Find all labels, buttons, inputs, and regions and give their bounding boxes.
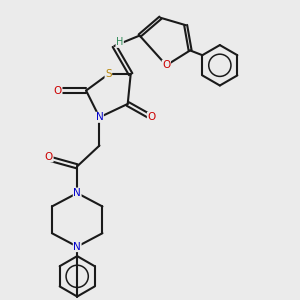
Text: S: S <box>105 69 112 79</box>
Text: O: O <box>162 60 170 70</box>
Text: H: H <box>116 38 123 47</box>
Text: O: O <box>147 112 156 122</box>
Text: N: N <box>73 242 81 252</box>
Text: O: O <box>45 152 53 162</box>
Text: N: N <box>73 188 81 198</box>
Text: O: O <box>54 85 62 96</box>
Text: N: N <box>96 112 103 122</box>
